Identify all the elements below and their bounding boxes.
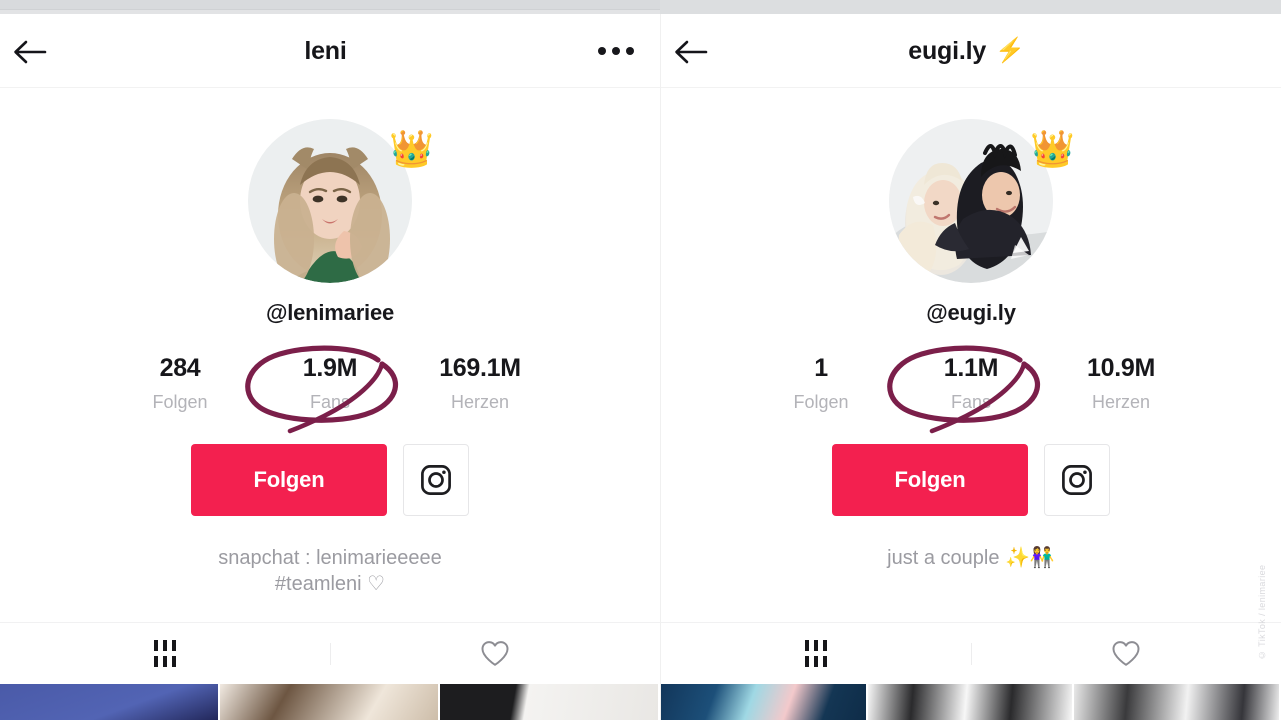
profile-bio-left: snapchat : lenimarieeeee #teamleni ♡ <box>0 545 660 598</box>
arrow-left-icon <box>14 40 47 64</box>
instagram-icon <box>1062 465 1092 495</box>
bio-line-2: #teamleni ♡ <box>274 573 386 596</box>
more-dot-2 <box>612 47 620 55</box>
action-row-left: Folgen <box>0 444 660 516</box>
grid-icon <box>153 640 176 667</box>
crown-icon: 👑 <box>389 128 434 169</box>
header-left: leni <box>0 14 660 88</box>
top-chrome-strip <box>0 0 1281 14</box>
profile-panel-right: eugi.ly ⚡ <box>660 14 1281 720</box>
avatar-wrapper: 👑 <box>248 119 434 283</box>
bio-line-1: snapchat : lenimarieeeee <box>218 547 442 569</box>
tabbar-left <box>0 622 660 684</box>
back-button[interactable] <box>8 32 52 72</box>
video-thumbnail[interactable] <box>661 684 868 720</box>
verified-bolt-icon: ⚡ <box>995 37 1025 64</box>
video-thumbnail-strip-right <box>661 684 1281 720</box>
bio-line-1: just a couple ✨👫 <box>887 547 1055 569</box>
tab-videos[interactable] <box>661 640 971 667</box>
stat-following[interactable]: 1 Folgen <box>746 354 896 413</box>
follow-button[interactable]: Folgen <box>832 444 1028 516</box>
stat-following-label: Folgen <box>793 392 849 412</box>
follow-button[interactable]: Folgen <box>191 444 387 516</box>
tabbar-right <box>661 622 1281 684</box>
stat-likes[interactable]: 169.1M Herzen <box>405 354 555 413</box>
more-dot-1 <box>598 47 606 55</box>
watermark-text: © TikTok / lenimariee <box>1257 564 1267 660</box>
page-title-text: eugi.ly <box>908 36 987 65</box>
instagram-button[interactable] <box>403 444 469 516</box>
avatar[interactable] <box>248 119 412 283</box>
stat-fans[interactable]: 1.9M Fans <box>255 354 405 413</box>
profile-body-left: 👑 @lenimariee 284 Folgen 1.9M Fans 169.1… <box>0 119 660 598</box>
stats-row-left: 284 Folgen 1.9M Fans 169.1M Herzen <box>0 345 660 434</box>
video-thumbnail[interactable] <box>867 684 1075 720</box>
stat-fans-value: 1.9M <box>302 354 358 382</box>
stat-following-value: 1 <box>814 354 828 382</box>
stat-likes-value: 169.1M <box>439 354 521 382</box>
profile-bio-right: just a couple ✨👫 <box>661 545 1281 571</box>
avatar-image-lenimariee <box>248 119 412 283</box>
instagram-button[interactable] <box>1044 444 1110 516</box>
profile-body-right: 👑 @eugi.ly 1 Folgen 1.1M Fans 10.9M Herz… <box>661 119 1281 571</box>
profile-handle: @eugi.ly <box>926 300 1016 325</box>
top-chrome-right-segment <box>660 0 1281 14</box>
back-button[interactable] <box>669 32 713 72</box>
avatar-wrapper: 👑 <box>889 119 1075 283</box>
video-thumbnail[interactable] <box>440 684 660 720</box>
top-chrome-left-segment <box>0 0 660 10</box>
grid-icon <box>804 640 827 667</box>
stats-row-right: 1 Folgen 1.1M Fans 10.9M Herzen <box>661 345 1281 434</box>
tabbar-separator <box>970 642 972 665</box>
video-thumbnail-strip-left <box>0 684 660 720</box>
stat-following-label: Folgen <box>152 392 208 412</box>
instagram-icon <box>421 465 451 495</box>
page-title-text: leni <box>304 36 347 65</box>
stat-likes-label: Herzen <box>450 392 510 412</box>
page-title: leni <box>0 14 660 88</box>
stat-likes-label: Herzen <box>1091 392 1151 412</box>
stat-fans[interactable]: 1.1M Fans <box>896 354 1046 413</box>
avatar-image-eugily <box>889 119 1053 283</box>
stat-likes[interactable]: 10.9M Herzen <box>1046 354 1196 413</box>
more-dot-3 <box>626 47 634 55</box>
avatar[interactable] <box>889 119 1053 283</box>
arrow-left-icon <box>675 40 708 64</box>
more-options-button[interactable] <box>598 14 634 88</box>
stat-likes-value: 10.9M <box>1087 354 1155 382</box>
stat-fans-value: 1.1M <box>943 354 999 382</box>
action-row-right: Folgen <box>661 444 1281 516</box>
header-right: eugi.ly ⚡ <box>661 14 1281 88</box>
crown-icon: 👑 <box>1030 128 1075 169</box>
stat-following[interactable]: 284 Folgen <box>105 354 255 413</box>
video-thumbnail[interactable] <box>220 684 440 720</box>
tab-liked[interactable] <box>331 640 661 667</box>
page-title: eugi.ly ⚡ <box>661 14 1281 88</box>
profile-handle: @lenimariee <box>265 300 395 325</box>
heart-icon <box>481 641 509 666</box>
video-thumbnail[interactable] <box>0 684 220 720</box>
stat-following-value: 284 <box>159 354 201 382</box>
tab-videos[interactable] <box>0 640 330 667</box>
tabbar-separator <box>329 642 331 665</box>
tab-liked[interactable] <box>972 640 1281 667</box>
profile-panel-left: leni <box>0 14 660 720</box>
stat-fans-label: Fans <box>950 392 992 412</box>
video-thumbnail[interactable] <box>1074 684 1281 720</box>
stat-fans-label: Fans <box>309 392 351 412</box>
heart-icon <box>1112 641 1140 666</box>
